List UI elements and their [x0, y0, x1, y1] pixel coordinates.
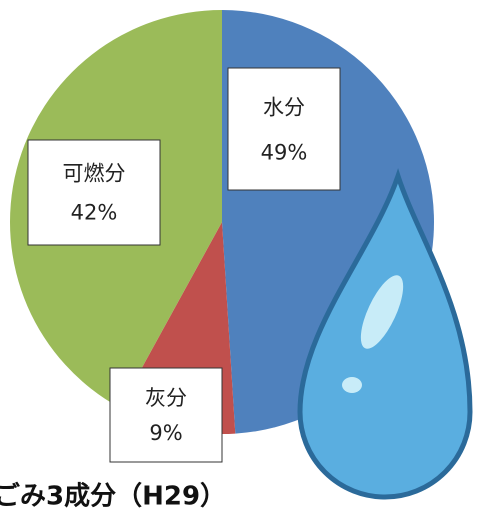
value-label: 9%	[149, 421, 182, 445]
label-box	[227, 67, 341, 191]
category-label: 可燃分	[63, 162, 126, 186]
drop-highlight	[342, 377, 362, 393]
drop-highlight	[360, 275, 404, 349]
category-label: 灰分	[145, 386, 187, 410]
labels: 水分 49% 灰分 9% 可燃分 42%	[27, 67, 341, 463]
drop-body	[297, 168, 473, 500]
value-label: 42%	[71, 201, 118, 225]
label-box	[109, 367, 223, 463]
chart-title: ごみ3成分（H29）	[0, 481, 226, 512]
label-box	[27, 139, 161, 246]
category-label: 水分	[263, 95, 305, 119]
value-label: 49%	[261, 140, 308, 164]
water-drop	[297, 168, 473, 500]
